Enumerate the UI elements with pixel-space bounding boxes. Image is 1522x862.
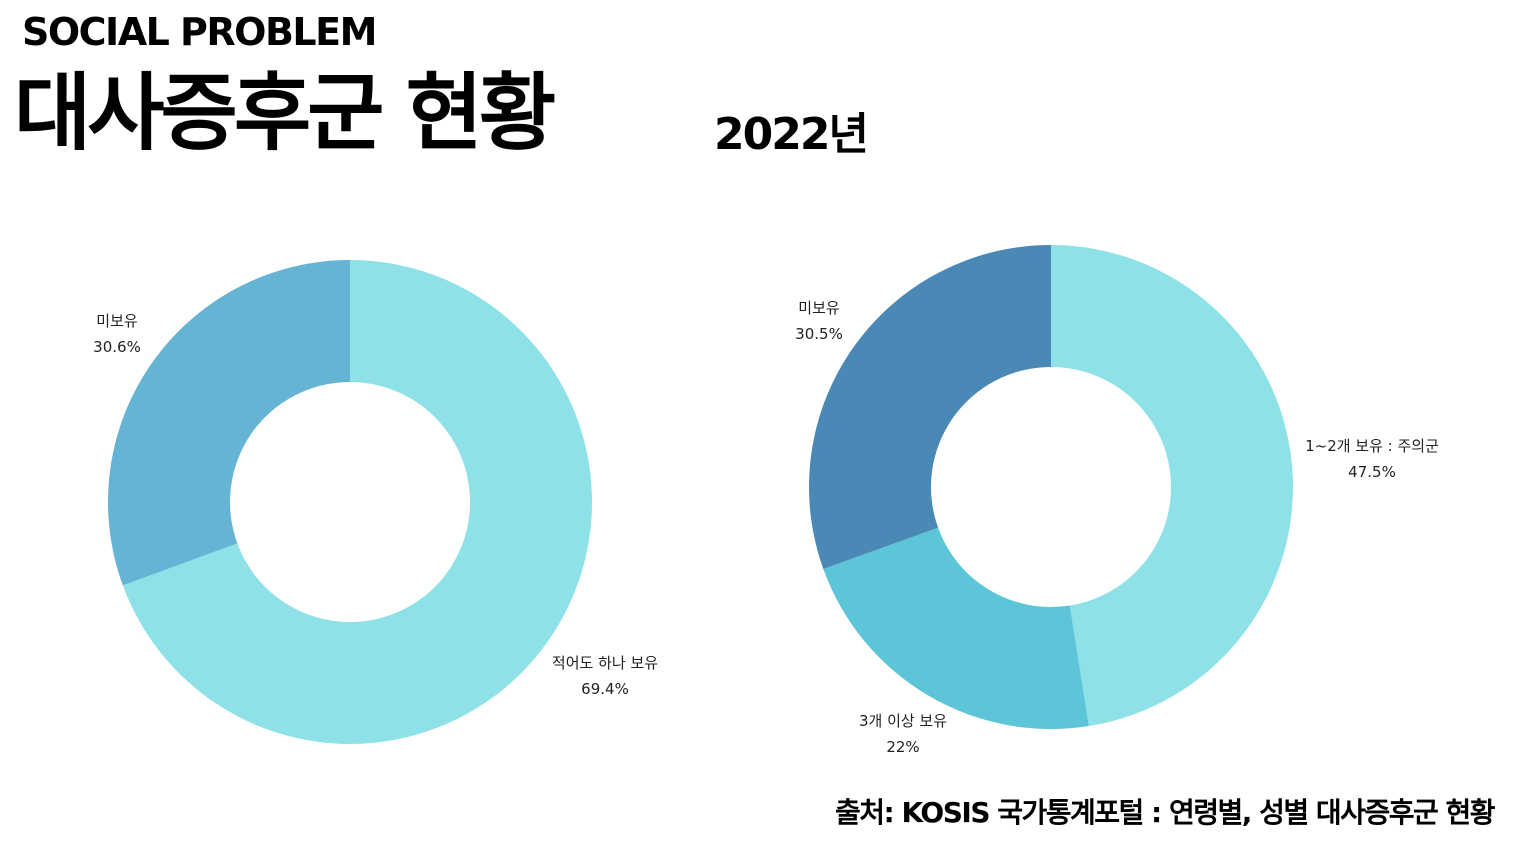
- donut-slice-2-1: [1051, 245, 1293, 727]
- slice-value-label: 69.4%: [581, 680, 629, 698]
- donut-slice-2-2: [823, 527, 1089, 729]
- slice-category-label: 미보유: [96, 312, 138, 330]
- page-title: 대사증후군 현황: [14, 64, 556, 162]
- page-year: 2022년: [714, 109, 869, 160]
- donut-slice-1-1: [122, 260, 593, 744]
- page-subtitle: SOCIAL PROBLEM: [22, 10, 377, 54]
- donut-chart-1: 적어도 하나 보유 69.4% 미보유 30.6%: [93, 260, 658, 744]
- slice-category-label: 미보유: [798, 299, 840, 317]
- slice-category-label: 적어도 하나 보유: [552, 654, 658, 672]
- slice-category-label: 1~2개 보유 : 주의군: [1305, 437, 1439, 455]
- donut-chart-2: 1~2개 보유 : 주의군 47.5% 3개 이상 보유 22% 미보유 30.5%: [795, 245, 1439, 756]
- slice-value-label: 30.6%: [93, 338, 141, 356]
- slice-value-label: 22%: [886, 738, 919, 756]
- donut-slice-2-3: [809, 245, 1051, 569]
- source-note: 출처: KOSIS 국가통계포털 : 연령별, 성별 대사증후군 현황: [835, 796, 1495, 829]
- donut-slice-1-2: [108, 260, 350, 586]
- slice-value-label: 47.5%: [1348, 463, 1396, 481]
- slice-value-label: 30.5%: [795, 325, 843, 343]
- slice-category-label: 3개 이상 보유: [859, 712, 947, 730]
